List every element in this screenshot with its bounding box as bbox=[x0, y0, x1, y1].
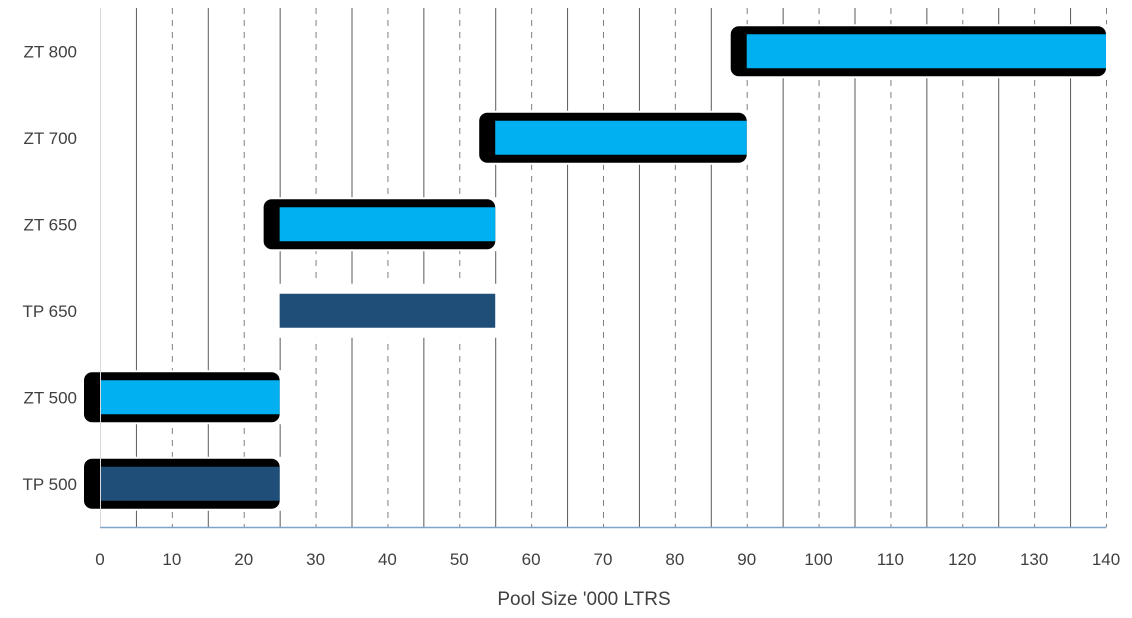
bar-zt-650 bbox=[279, 207, 496, 242]
x-tick-label-60: 60 bbox=[522, 550, 541, 569]
category-label-zt-800: ZT 800 bbox=[23, 42, 77, 61]
x-tick-label-100: 100 bbox=[804, 550, 832, 569]
x-tick-label-20: 20 bbox=[234, 550, 253, 569]
x-tick-label-90: 90 bbox=[737, 550, 756, 569]
bar-tp-650 bbox=[279, 293, 496, 328]
range-bars bbox=[84, 24, 1116, 511]
x-tick-label-120: 120 bbox=[948, 550, 976, 569]
x-axis: 0 10 20 30 40 50 60 70 80 90 100 110 120 130 140 bbox=[95, 8, 1120, 569]
category-label-zt-650: ZT 650 bbox=[23, 215, 77, 234]
category-label-tp-500: TP 500 bbox=[22, 475, 77, 494]
x-tick-label-70: 70 bbox=[594, 550, 613, 569]
category-label-tp-650: TP 650 bbox=[22, 302, 77, 321]
x-tick-label-80: 80 bbox=[665, 550, 684, 569]
category-label-zt-700: ZT 700 bbox=[23, 129, 77, 148]
x-tick-label-130: 130 bbox=[1020, 550, 1048, 569]
x-tick-label-140: 140 bbox=[1092, 550, 1120, 569]
category-label-zt-500: ZT 500 bbox=[23, 388, 77, 407]
x-tick-label-110: 110 bbox=[877, 550, 904, 569]
x-tick-label-50: 50 bbox=[450, 550, 469, 569]
x-tick-label-30: 30 bbox=[306, 550, 325, 569]
x-axis-title: Pool Size '000 LTRS bbox=[497, 589, 670, 610]
bar-zt-800 bbox=[746, 34, 1106, 69]
bar-zt-500 bbox=[100, 380, 280, 415]
bar-tp-500 bbox=[100, 466, 280, 501]
x-tick-label-10: 10 bbox=[162, 550, 181, 569]
bar-zt-700 bbox=[495, 120, 747, 155]
x-tick-label-0: 0 bbox=[95, 550, 104, 569]
gridlines bbox=[135, 8, 1107, 527]
x-tick-label-40: 40 bbox=[378, 550, 397, 569]
category-labels: ZT 800 ZT 700 ZT 650 TP 650 ZT 500 TP 500 bbox=[22, 42, 77, 494]
